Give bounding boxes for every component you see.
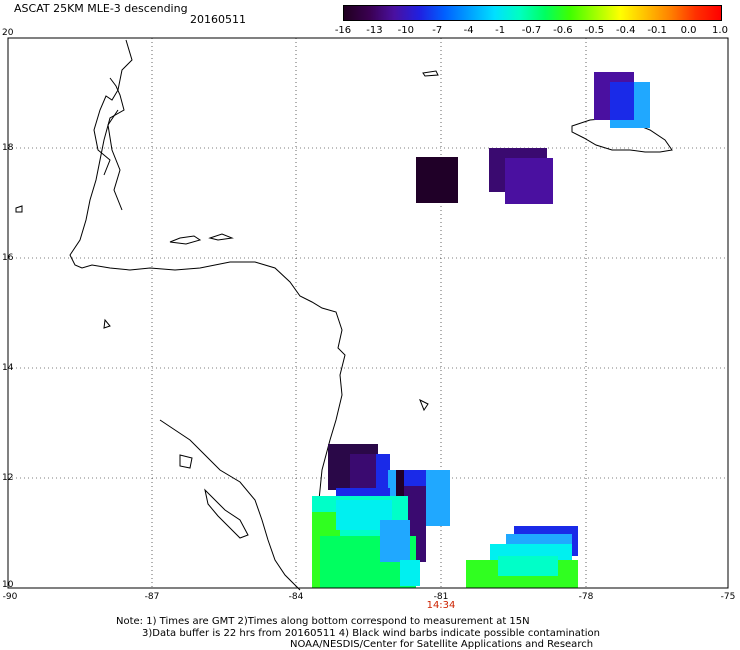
- colorbar-label: 1.0: [712, 25, 728, 36]
- lat-label-18: 18: [2, 143, 14, 153]
- colorbar-label: -0.7: [521, 25, 542, 36]
- colorbar-label: -7: [432, 25, 443, 36]
- colorbar-label: -0.5: [584, 25, 605, 36]
- map-frame: [7, 37, 729, 589]
- colorbar-label: -13: [366, 25, 383, 36]
- lon-label-90: -90: [2, 592, 18, 602]
- colorbar-label: -10: [397, 25, 414, 36]
- colorbar-label: -4: [463, 25, 474, 36]
- colorbar-label: -16: [334, 25, 352, 36]
- lon-label-75: -75: [720, 592, 736, 602]
- lat-label-14: 14: [2, 363, 14, 373]
- chart-title: ASCAT 25KM MLE-3 descending: [14, 2, 188, 15]
- chart-date: 20160511: [190, 13, 246, 26]
- lat-label-10: 10: [2, 580, 14, 590]
- colorbar-label: -1: [495, 25, 506, 36]
- lat-label-12: 12: [2, 473, 14, 483]
- lon-label-81: -81: [433, 592, 449, 602]
- lon-label-87: -87: [144, 592, 160, 602]
- lat-label-16: 16: [2, 253, 14, 263]
- lon-label-78: -78: [578, 592, 594, 602]
- colorbar: [343, 5, 722, 21]
- time-label: 14:34: [426, 600, 456, 611]
- colorbar-label: 0.0: [680, 25, 697, 36]
- lon-label-84: -84: [288, 592, 304, 602]
- colorbar-label: -0.1: [647, 25, 667, 36]
- lat-label-20: 20: [2, 28, 14, 38]
- note-line-1: Note: 1) Times are GMT 2)Times along bot…: [116, 616, 530, 627]
- colorbar-label: -0.6: [553, 25, 573, 36]
- note-line-2: 3)Data buffer is 22 hrs from 20160511 4)…: [142, 628, 600, 639]
- note-line-3: NOAA/NESDIS/Center for Satellite Applica…: [290, 639, 594, 650]
- colorbar-label: -0.4: [615, 25, 636, 36]
- wind-data-cells: [312, 72, 650, 588]
